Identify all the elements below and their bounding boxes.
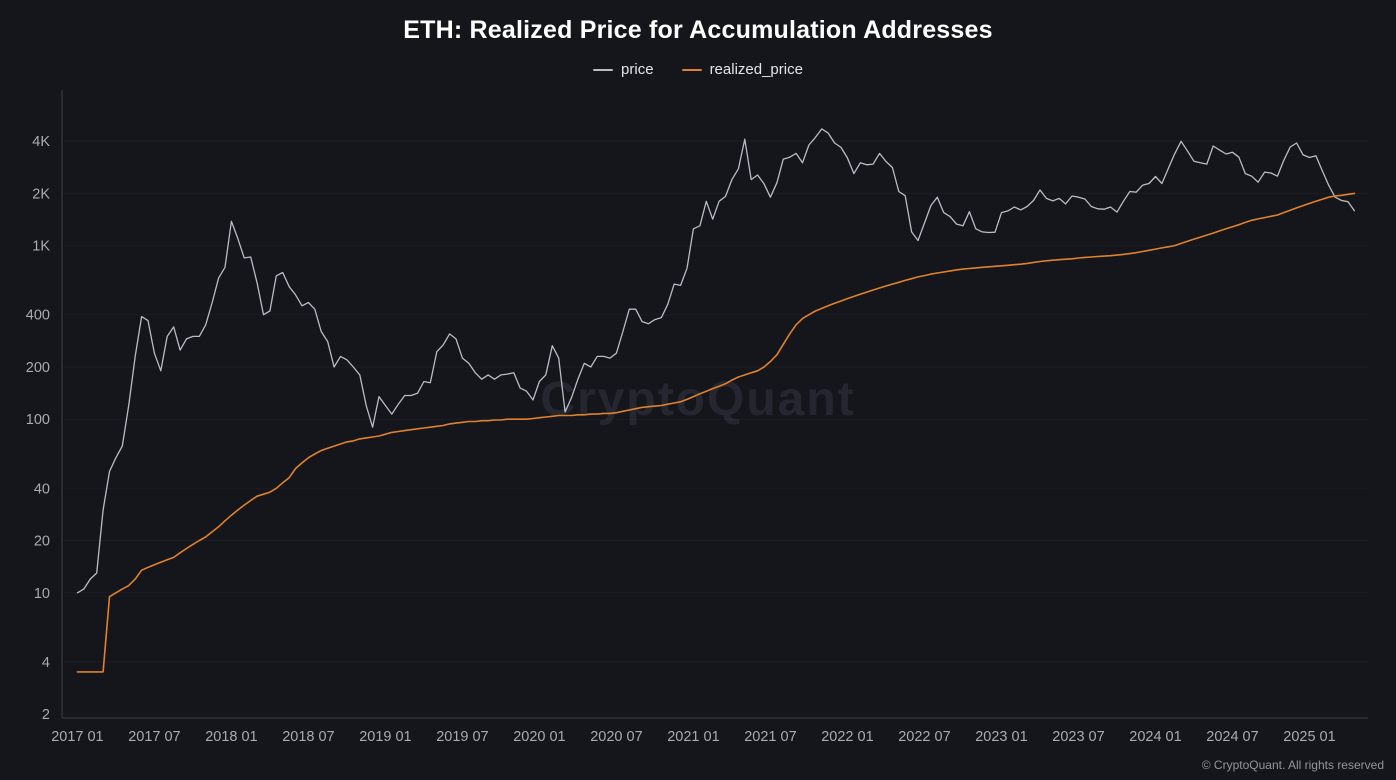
realized_price-series-line xyxy=(76,192,1356,673)
x-tick-label: 2021 07 xyxy=(744,729,796,745)
legend-label-price: price xyxy=(621,61,654,78)
x-tick-label: 2019 07 xyxy=(436,729,488,745)
x-tick-label: 2024 01 xyxy=(1129,729,1181,745)
legend-label-realized-price: realized_price xyxy=(709,61,803,78)
x-tick-label: 2024 07 xyxy=(1206,729,1258,745)
y-tick-label: 1K xyxy=(32,239,50,255)
x-tick-label: 2022 07 xyxy=(898,729,950,745)
copyright-notice: © CryptoQuant. All rights reserved xyxy=(1201,758,1384,772)
price-series-line xyxy=(76,128,1356,594)
x-tick-label: 2022 01 xyxy=(821,729,873,745)
y-tick-label: 2K xyxy=(32,186,50,202)
x-tick-label: 2018 01 xyxy=(205,729,257,745)
legend-item-price[interactable]: price xyxy=(593,61,654,78)
x-tick-label: 2018 07 xyxy=(282,729,334,745)
x-tick-label: 2017 07 xyxy=(128,729,180,745)
legend: price realized_price xyxy=(0,61,1396,78)
x-tick-label: 2023 01 xyxy=(975,729,1027,745)
x-tick-label: 2020 01 xyxy=(513,729,565,745)
y-tick-label: 200 xyxy=(26,360,50,376)
watermark: CryptoQuant xyxy=(540,373,856,426)
y-tick-label: 10 xyxy=(34,586,50,602)
x-tick-label: 2019 01 xyxy=(359,729,411,745)
x-tick-label: 2025 01 xyxy=(1283,729,1335,745)
y-tick-label: 100 xyxy=(26,412,50,428)
y-tick-label: 400 xyxy=(26,308,50,324)
y-tick-label: 40 xyxy=(34,481,50,497)
legend-item-realized-price[interactable]: realized_price xyxy=(681,61,803,78)
x-tick-label: 2020 07 xyxy=(590,729,642,745)
x-tick-label: 2017 01 xyxy=(51,729,103,745)
chart-title: ETH: Realized Price for Accumulation Add… xyxy=(403,16,993,44)
x-tick-label: 2021 01 xyxy=(667,729,719,745)
y-tick-label: 20 xyxy=(34,534,50,550)
y-tick-label: 2 xyxy=(42,707,50,723)
y-tick-label: 4 xyxy=(42,655,50,671)
y-tick-label: 4K xyxy=(32,134,50,150)
realized-price-series-swatch-icon xyxy=(681,68,702,71)
x-tick-label: 2023 07 xyxy=(1052,729,1104,745)
price-series-swatch-icon xyxy=(593,68,614,71)
